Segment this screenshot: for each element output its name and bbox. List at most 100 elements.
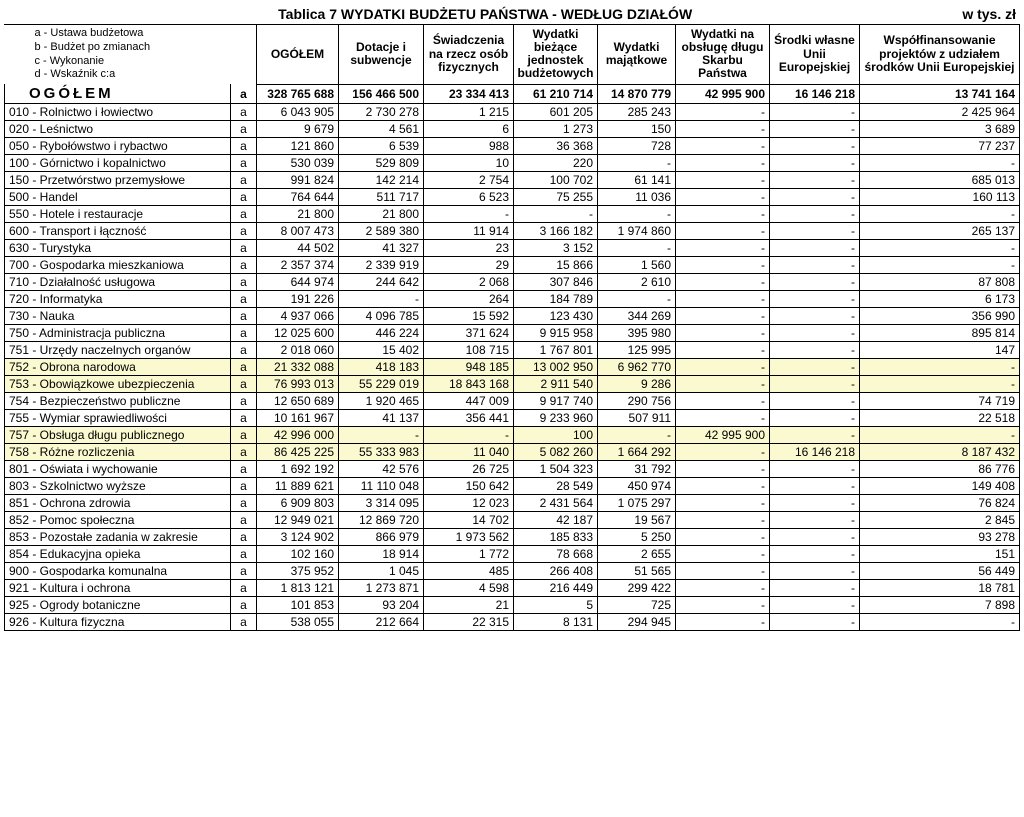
cell: - bbox=[770, 138, 860, 155]
cell: - bbox=[676, 563, 770, 580]
row-label: 803 - Szkolnictwo wyższe bbox=[5, 478, 231, 495]
cell: 6 539 bbox=[339, 138, 424, 155]
cell: 22 518 bbox=[860, 410, 1020, 427]
cell: 44 502 bbox=[257, 240, 339, 257]
cell: 86 776 bbox=[860, 461, 1020, 478]
cell: 28 549 bbox=[514, 478, 598, 495]
cell: 299 422 bbox=[598, 580, 676, 597]
cell: 12 949 021 bbox=[257, 512, 339, 529]
table-title: Tablica 7 WYDATKI BUDŻETU PAŃSTWA - WEDŁ… bbox=[8, 6, 962, 22]
cell: - bbox=[770, 512, 860, 529]
table-row: 757 - Obsługa długu publicznegoa42 996 0… bbox=[5, 427, 1020, 444]
cell: 216 449 bbox=[514, 580, 598, 597]
row-label: 755 - Wymiar sprawiedliwości bbox=[5, 410, 231, 427]
cell: 728 bbox=[598, 138, 676, 155]
cell: 8 187 432 bbox=[860, 444, 1020, 461]
row-label: 020 - Leśnictwo bbox=[5, 121, 231, 138]
cell: 150 642 bbox=[424, 478, 514, 495]
cell: 41 137 bbox=[339, 410, 424, 427]
row-label: 050 - Rybołówstwo i rybactwo bbox=[5, 138, 231, 155]
table-row: 720 - Informatykaa191 226-264184 789---6… bbox=[5, 291, 1020, 308]
cell: 895 814 bbox=[860, 325, 1020, 342]
cell: 11 036 bbox=[598, 189, 676, 206]
cell: 9 679 bbox=[257, 121, 339, 138]
table-row: 926 - Kultura fizycznaa538 055212 66422 … bbox=[5, 614, 1020, 631]
table-row: 600 - Transport i łącznośća8 007 4732 58… bbox=[5, 223, 1020, 240]
cell: 13 741 164 bbox=[860, 84, 1020, 104]
cell: - bbox=[770, 223, 860, 240]
row-marker: a bbox=[231, 410, 257, 427]
row-marker: a bbox=[231, 393, 257, 410]
cell: 75 255 bbox=[514, 189, 598, 206]
cell: 12 025 600 bbox=[257, 325, 339, 342]
cell: 1 504 323 bbox=[514, 461, 598, 478]
row-marker: a bbox=[231, 444, 257, 461]
cell: 290 756 bbox=[598, 393, 676, 410]
cell: 31 792 bbox=[598, 461, 676, 478]
cell: 2 754 bbox=[424, 172, 514, 189]
cell: 418 183 bbox=[339, 359, 424, 376]
cell: 5 bbox=[514, 597, 598, 614]
cell: 19 567 bbox=[598, 512, 676, 529]
cell: 1 974 860 bbox=[598, 223, 676, 240]
cell: 866 979 bbox=[339, 529, 424, 546]
cell: - bbox=[676, 291, 770, 308]
cell: 8 131 bbox=[514, 614, 598, 631]
row-label: 925 - Ogrody botaniczne bbox=[5, 597, 231, 614]
cell: 294 945 bbox=[598, 614, 676, 631]
cell: 9 233 960 bbox=[514, 410, 598, 427]
cell: - bbox=[676, 546, 770, 563]
row-label: 757 - Obsługa długu publicznego bbox=[5, 427, 231, 444]
cell: 15 402 bbox=[339, 342, 424, 359]
cell: 1 273 871 bbox=[339, 580, 424, 597]
row-marker: a bbox=[231, 614, 257, 631]
cell: - bbox=[676, 206, 770, 223]
row-marker: a bbox=[231, 580, 257, 597]
cell: 13 002 950 bbox=[514, 359, 598, 376]
row-label: 720 - Informatyka bbox=[5, 291, 231, 308]
cell: - bbox=[676, 393, 770, 410]
cell: - bbox=[676, 240, 770, 257]
cell: 1 920 465 bbox=[339, 393, 424, 410]
cell: - bbox=[770, 410, 860, 427]
row-marker: a bbox=[231, 155, 257, 172]
cell: 21 bbox=[424, 597, 514, 614]
row-label: 730 - Nauka bbox=[5, 308, 231, 325]
row-label: 753 - Obowiązkowe ubezpieczenia bbox=[5, 376, 231, 393]
cell: 51 565 bbox=[598, 563, 676, 580]
cell: 307 846 bbox=[514, 274, 598, 291]
cell: 371 624 bbox=[424, 325, 514, 342]
row-label: 900 - Gospodarka komunalna bbox=[5, 563, 231, 580]
cell: 511 717 bbox=[339, 189, 424, 206]
col-header-swiadczenia: Świadczenia na rzecz osób fizycznych bbox=[424, 25, 514, 84]
col-header-wyd_obsluga: Wydatki na obsługę długu Skarbu Państwa bbox=[676, 25, 770, 84]
row-marker: a bbox=[231, 206, 257, 223]
cell: - bbox=[770, 597, 860, 614]
cell: - bbox=[676, 597, 770, 614]
cell: 2 911 540 bbox=[514, 376, 598, 393]
cell: 18 914 bbox=[339, 546, 424, 563]
cell: 725 bbox=[598, 597, 676, 614]
cell: - bbox=[860, 427, 1020, 444]
cell: 446 224 bbox=[339, 325, 424, 342]
row-marker: a bbox=[231, 325, 257, 342]
cell: 93 204 bbox=[339, 597, 424, 614]
cell: 26 725 bbox=[424, 461, 514, 478]
cell: 21 800 bbox=[257, 206, 339, 223]
cell: 3 314 095 bbox=[339, 495, 424, 512]
cell: - bbox=[676, 257, 770, 274]
legend-line-a: a - Ustawa budżetowa bbox=[35, 27, 254, 41]
cell: - bbox=[770, 325, 860, 342]
cell: 3 152 bbox=[514, 240, 598, 257]
row-label: 630 - Turystyka bbox=[5, 240, 231, 257]
cell: 2 425 964 bbox=[860, 104, 1020, 121]
cell: 16 146 218 bbox=[770, 84, 860, 104]
cell: - bbox=[514, 206, 598, 223]
table-row: 801 - Oświata i wychowaniea1 692 19242 5… bbox=[5, 461, 1020, 478]
cell: 6 043 905 bbox=[257, 104, 339, 121]
table-row: 851 - Ochrona zdrowiaa6 909 8033 314 095… bbox=[5, 495, 1020, 512]
row-marker: a bbox=[231, 529, 257, 546]
cell: - bbox=[598, 155, 676, 172]
table-row: 900 - Gospodarka komunalnaa375 9521 0454… bbox=[5, 563, 1020, 580]
cell: 2 655 bbox=[598, 546, 676, 563]
